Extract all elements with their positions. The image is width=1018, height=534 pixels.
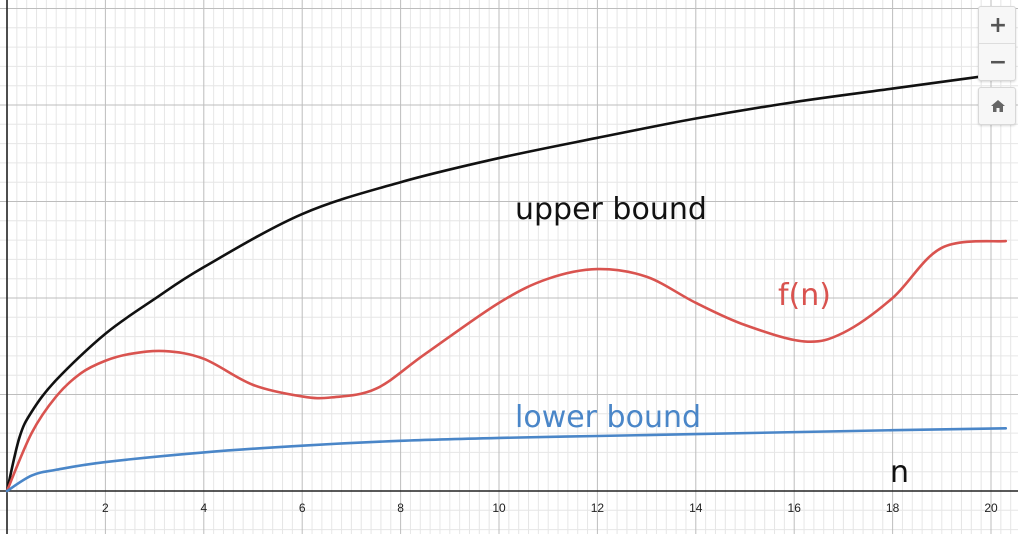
upper-bound-label: upper bound <box>515 192 707 227</box>
x-tick-label: 10 <box>492 501 506 515</box>
x-tick-labels: 2 4 6 8 10 12 14 16 18 20 <box>102 501 998 515</box>
x-tick-label: 18 <box>886 501 900 515</box>
zoom-controls: + − <box>978 6 1016 125</box>
home-icon[interactable] <box>979 88 1015 124</box>
x-tick-label: 16 <box>788 501 802 515</box>
home-icon-glyph <box>991 100 1005 112</box>
x-axis-label: n <box>890 455 909 490</box>
default-viewport-button[interactable] <box>978 87 1016 125</box>
f-n-curve <box>5 239 1008 493</box>
x-tick-label: 14 <box>689 501 703 515</box>
zoom-button-group: + − <box>978 6 1016 81</box>
zoom-out-button[interactable]: − <box>979 43 1015 80</box>
curves <box>5 71 1008 493</box>
x-tick-label: 20 <box>984 501 998 515</box>
x-tick-label: 6 <box>299 501 306 515</box>
upper-bound-curve <box>5 71 1008 493</box>
x-tick-label: 2 <box>102 501 109 515</box>
zoom-in-button[interactable]: + <box>988 12 1008 38</box>
f-n-label: f(n) <box>778 278 831 313</box>
x-tick-label: 4 <box>200 501 207 515</box>
lower-bound-label: lower bound <box>515 400 701 435</box>
x-tick-label: 8 <box>397 501 404 515</box>
lower-bound-curve <box>5 426 1008 493</box>
x-tick-label: 12 <box>591 501 605 515</box>
curve-labels: upper bound f(n) lower bound n <box>515 192 909 490</box>
